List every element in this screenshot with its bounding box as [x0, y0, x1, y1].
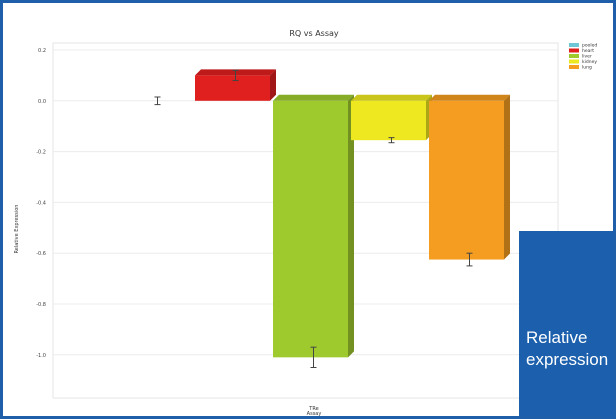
- legend-item-lung: lung: [569, 65, 592, 71]
- x-axis-label: TRe Assay: [307, 406, 322, 417]
- legend-label: pooled: [582, 43, 597, 49]
- bar-top-face: [351, 94, 432, 101]
- y-tick-label: -0.8: [36, 302, 46, 308]
- chart-svg: 0.2 0.0 -0.2 -0.4 -0.6 -0.8 -1.0 RQ vs Assay R…: [14, 29, 597, 417]
- legend-label: liver: [582, 54, 592, 60]
- error-bar-kidney: [388, 137, 395, 144]
- legend-item-pooled: pooled: [569, 43, 597, 49]
- legend-label: heart: [582, 48, 594, 54]
- legend-item-kidney: kidney: [569, 59, 597, 65]
- callout-text: Relative expression: [526, 328, 609, 369]
- y-tick-label: -1.0: [36, 353, 46, 359]
- bar-layer: [195, 69, 510, 358]
- error-bar-lung: [466, 252, 473, 267]
- bar-side-face: [504, 94, 510, 260]
- y-tick-label: 0.0: [38, 99, 46, 105]
- chart-title: RQ vs Assay: [289, 29, 339, 38]
- bar-liver: [273, 94, 354, 358]
- error-bar-liver: [310, 346, 317, 368]
- bar-top-face: [429, 94, 510, 101]
- y-tick-label: -0.4: [36, 200, 46, 206]
- y-tick-label: -0.6: [36, 251, 46, 257]
- y-tick-label: 0.2: [38, 48, 46, 54]
- legend-label: lung: [582, 65, 592, 71]
- legend-item-liver: liver: [569, 54, 592, 60]
- bar-front-face: [273, 100, 348, 358]
- error-bar-layer: [154, 69, 473, 368]
- bar-side-face: [270, 69, 276, 101]
- bar-top-face: [273, 94, 354, 101]
- callout-box: Relative expression: [519, 231, 613, 416]
- legend-swatch: [569, 54, 579, 58]
- y-tick-label: -0.2: [36, 150, 46, 156]
- bar-lung: [429, 94, 510, 260]
- legend-label: kidney: [582, 59, 597, 65]
- axis-layer: 0.2 0.0 -0.2 -0.4 -0.6 -0.8 -1.0: [36, 48, 46, 359]
- bar-front-face: [429, 100, 504, 260]
- legend-item-heart: heart: [569, 48, 594, 54]
- legend-swatch: [569, 48, 579, 53]
- bar-front-face: [195, 75, 270, 101]
- legend-swatch: [569, 65, 579, 69]
- legend-swatch: [569, 59, 579, 64]
- error-bar-heart: [232, 69, 239, 81]
- bar-kidney: [351, 94, 432, 141]
- bar-side-face: [348, 94, 354, 358]
- bar-front-face: [351, 100, 426, 141]
- y-axis-label: Relative Expression: [14, 205, 20, 254]
- legend-swatch: [569, 43, 579, 47]
- bar-heart: [195, 69, 276, 101]
- error-bar-pooled: [154, 96, 161, 106]
